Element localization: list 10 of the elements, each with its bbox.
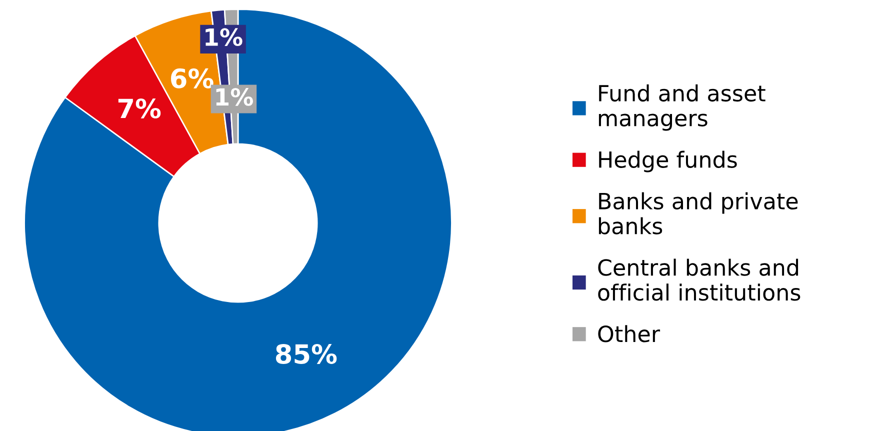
data-label: 7% xyxy=(118,98,161,118)
legend-label: Banks and private banks xyxy=(598,192,798,234)
data-label: 85% xyxy=(276,344,337,364)
data-label: 1% xyxy=(206,28,242,46)
data-label: 1% xyxy=(216,88,254,106)
legend-label: Hedge funds xyxy=(599,150,737,172)
legend-label: Other xyxy=(598,325,660,342)
legend-label: Central banks and official institutions xyxy=(598,258,800,301)
legend-label: Fund and asset managers xyxy=(598,84,766,131)
data-label: 6% xyxy=(171,68,214,88)
